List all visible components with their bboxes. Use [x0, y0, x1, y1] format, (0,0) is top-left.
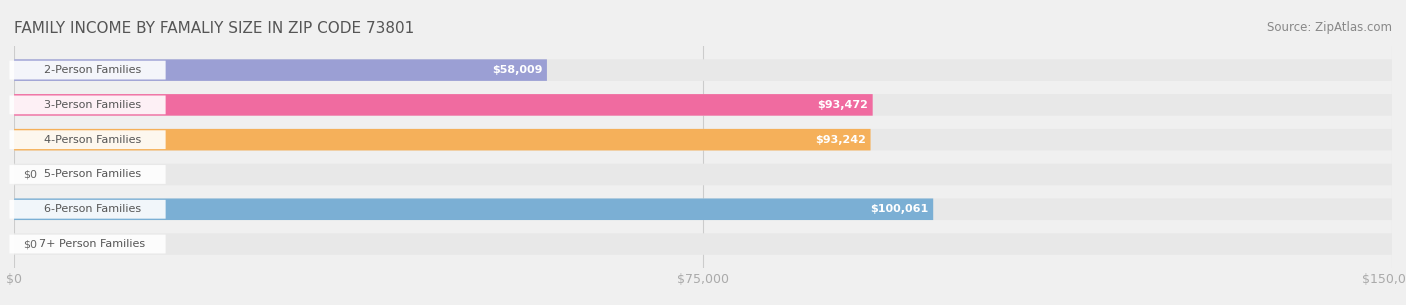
Text: FAMILY INCOME BY FAMALIY SIZE IN ZIP CODE 73801: FAMILY INCOME BY FAMALIY SIZE IN ZIP COD… [14, 21, 415, 36]
Text: Source: ZipAtlas.com: Source: ZipAtlas.com [1267, 21, 1392, 34]
FancyBboxPatch shape [10, 165, 166, 184]
FancyBboxPatch shape [14, 129, 870, 150]
Text: $100,061: $100,061 [870, 204, 928, 214]
Text: $58,009: $58,009 [492, 65, 543, 75]
FancyBboxPatch shape [14, 59, 1392, 81]
FancyBboxPatch shape [14, 199, 934, 220]
FancyBboxPatch shape [14, 94, 1392, 116]
FancyBboxPatch shape [10, 95, 166, 114]
FancyBboxPatch shape [14, 233, 1392, 255]
Text: 3-Person Families: 3-Person Families [44, 100, 141, 110]
FancyBboxPatch shape [10, 61, 166, 80]
Text: $93,472: $93,472 [817, 100, 868, 110]
Text: 6-Person Families: 6-Person Families [44, 204, 141, 214]
FancyBboxPatch shape [10, 200, 166, 219]
FancyBboxPatch shape [10, 235, 166, 253]
FancyBboxPatch shape [14, 94, 873, 116]
FancyBboxPatch shape [14, 199, 1392, 220]
Text: 5-Person Families: 5-Person Families [44, 170, 141, 179]
FancyBboxPatch shape [14, 129, 1392, 150]
Text: $0: $0 [24, 239, 37, 249]
Text: 2-Person Families: 2-Person Families [44, 65, 141, 75]
Text: 7+ Person Families: 7+ Person Families [39, 239, 145, 249]
FancyBboxPatch shape [14, 59, 547, 81]
Text: $0: $0 [24, 170, 37, 179]
FancyBboxPatch shape [14, 164, 1392, 185]
Text: $93,242: $93,242 [815, 135, 866, 145]
FancyBboxPatch shape [10, 130, 166, 149]
Text: 4-Person Families: 4-Person Families [44, 135, 141, 145]
